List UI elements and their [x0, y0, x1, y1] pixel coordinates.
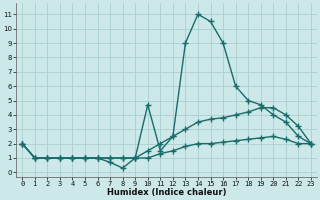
X-axis label: Humidex (Indice chaleur): Humidex (Indice chaleur) [107, 188, 226, 197]
